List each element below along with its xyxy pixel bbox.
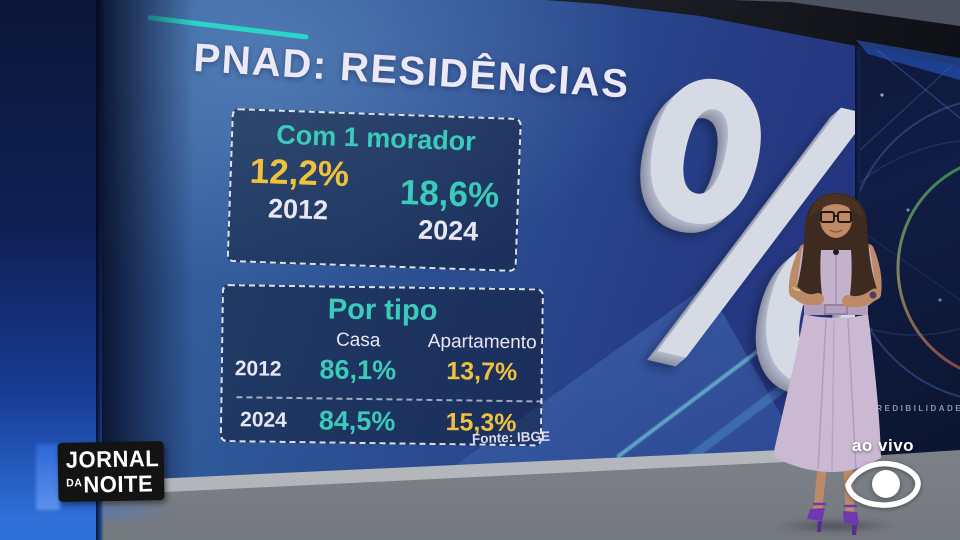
row-2012-casa: 86,1% (319, 354, 397, 386)
wall-slogan-text: CREDIBILIDADE (868, 404, 960, 413)
column-header-apartamento: Apartamento (427, 330, 537, 354)
screen-edge-shade (100, 0, 195, 500)
by-type-table: Casa Apartamento 2012 86,1% 13,7% 2024 8… (234, 328, 543, 439)
source-credit: Fonte: IBGE (471, 428, 551, 447)
show-logo-word2-prefix: DA (66, 476, 83, 490)
show-logo-word1: JORNAL (65, 445, 160, 473)
table-row-divider (236, 396, 543, 403)
stat-2012-value: 12,2% (249, 151, 350, 195)
stat-2024: 18,6% 2024 (398, 172, 500, 248)
live-indicator: ao vivo (838, 436, 928, 508)
studio-back-wall: CREDIBILIDADE (749, 0, 960, 520)
stat-2024-year: 2024 (417, 214, 479, 247)
corner-cell (235, 339, 297, 340)
show-logo: JORNAL DANOITE (57, 441, 165, 502)
stat-2024-value: 18,6% (399, 172, 500, 216)
row-2024-year: 2024 (239, 407, 287, 432)
single-resident-stats: 12,2% 2012 18,6% 2024 (247, 151, 500, 248)
presenter (773, 193, 882, 535)
studio-pillar-seam (96, 0, 104, 540)
studio-video-wall: % PNAD: RESIDÊNCIAS Com 1 morador 12,2% … (100, 0, 868, 500)
column-header-casa: Casa (335, 329, 381, 352)
by-type-box: Por tipo Casa Apartamento 2012 86,1% 13,… (219, 284, 544, 447)
graphic-title: PNAD: RESIDÊNCIAS (192, 36, 631, 107)
row-2024-casa: 84,5% (318, 405, 396, 437)
by-type-box-title: Por tipo (327, 293, 438, 328)
show-logo-word2: DANOITE (66, 469, 156, 498)
row-2012-apartamento: 13,7% (446, 357, 518, 387)
stat-2012: 12,2% 2012 (247, 151, 350, 243)
logo-blue-light-panel (36, 444, 60, 510)
band-logo-icon (845, 460, 921, 508)
row-2012-year: 2012 (234, 356, 282, 381)
show-logo-word2-main: NOITE (83, 470, 154, 498)
presenter-shadow (770, 518, 900, 534)
stat-2012-year: 2012 (267, 193, 329, 226)
live-label: ao vivo (851, 436, 915, 455)
single-resident-box: Com 1 morador 12,2% 2012 18,6% 2024 (226, 108, 522, 273)
